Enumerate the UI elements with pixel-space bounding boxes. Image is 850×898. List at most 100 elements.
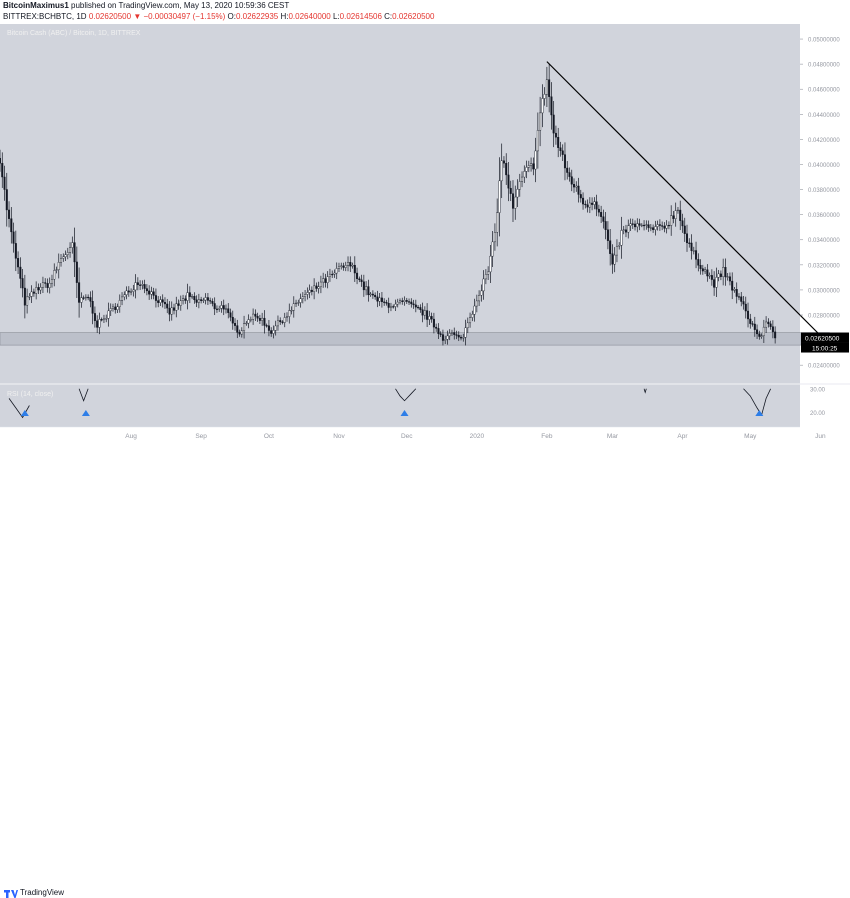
candle-body [602, 216, 605, 222]
countdown-label: 15:00:25 [812, 346, 838, 353]
signal-arrow [755, 410, 764, 416]
candle-body [475, 300, 478, 307]
candle-body [380, 297, 383, 303]
candle-body [502, 160, 505, 164]
candle-body [218, 308, 221, 310]
candle-body [308, 289, 311, 293]
candle-body [166, 303, 169, 309]
candle-body [742, 301, 745, 305]
candle-body [568, 172, 571, 177]
rsi-line [743, 388, 771, 417]
last-price-label: 0.02620500 [805, 336, 840, 343]
candle-body [656, 224, 659, 227]
candle-body [758, 333, 761, 337]
candle-body [243, 323, 246, 331]
candle-body [665, 224, 668, 229]
chart-header: BitcoinMaximus1 published on TradingView… [0, 0, 850, 24]
y-tick-label: 0.03600000 [808, 213, 840, 219]
candle-body [118, 300, 121, 307]
candle-body [152, 291, 155, 296]
publisher-name[interactable]: BitcoinMaximus1 [3, 1, 69, 10]
candle-body [148, 290, 151, 295]
candle-body [484, 274, 487, 280]
candle-body [286, 316, 289, 318]
candle-body [295, 302, 298, 305]
candle-body [116, 306, 119, 310]
candle-body [299, 298, 302, 303]
trendline[interactable] [546, 61, 830, 345]
candle-body [143, 284, 146, 289]
candle-body [399, 300, 402, 303]
candle-body [412, 303, 415, 306]
candle-body [134, 282, 137, 291]
candle-body [771, 326, 774, 333]
candle-body [55, 269, 58, 271]
candle-body [710, 275, 713, 280]
candle-body [175, 303, 178, 311]
candle-body [179, 300, 182, 306]
candle-body [654, 226, 657, 230]
candle-body [638, 223, 641, 226]
candle-body [767, 321, 770, 325]
candlestick-chart[interactable]: 0.05000000 0.04800000 0.04600000 0.04400000… [0, 0, 850, 461]
candle-body [263, 317, 266, 326]
candle-body [195, 299, 198, 303]
candle-body [545, 79, 548, 95]
candle-body [123, 294, 126, 298]
candle-body [577, 185, 580, 195]
candle-body [548, 79, 551, 97]
candle-body [267, 325, 270, 331]
candle-body [188, 292, 191, 297]
high-value: 0.02640000 [288, 12, 331, 21]
candle-body [516, 188, 519, 198]
candle-body [414, 304, 417, 308]
candle-body [23, 287, 26, 306]
low-label: L: [332, 12, 340, 21]
tradingview-brand[interactable]: TradingView [20, 888, 65, 897]
candle-body [543, 94, 546, 99]
candle-body [177, 303, 180, 306]
candle-body [344, 265, 347, 268]
candle-body [715, 277, 718, 288]
candle-body [686, 233, 689, 244]
candle-body [658, 224, 661, 226]
price-axis[interactable] [800, 24, 850, 427]
candle-body [91, 301, 94, 314]
candle-body [48, 282, 51, 288]
candle-body [385, 302, 388, 304]
candle-body [676, 209, 679, 212]
rsi-label: RSI (14, close) [7, 391, 54, 398]
candle-body [130, 291, 133, 293]
y-tick-label: 0.03800000 [808, 188, 840, 194]
candle-body [132, 289, 135, 292]
rsi-line [643, 388, 647, 394]
candle-body [301, 296, 304, 299]
candle-body [514, 196, 517, 209]
candle-body [111, 306, 114, 309]
signal-arrow [400, 410, 409, 416]
candle-body [439, 333, 442, 335]
candle-body [240, 330, 243, 335]
x-tick-label: May [744, 433, 757, 440]
candle-body [661, 225, 664, 227]
candle-body [53, 270, 56, 280]
candle-body [21, 278, 24, 289]
candle-body [747, 310, 750, 320]
candle-body [145, 288, 148, 292]
candle-body [636, 223, 639, 228]
candle-body [487, 271, 490, 275]
candle-body [717, 273, 720, 278]
open-value: 0.02622935 [235, 12, 279, 21]
candle-body [464, 327, 467, 338]
candle-body [423, 310, 426, 316]
candle-body [315, 285, 318, 289]
candle-body [369, 293, 372, 296]
candle-body [507, 174, 510, 189]
candle-body [672, 215, 675, 219]
candle-body [159, 299, 162, 303]
candle-body [444, 339, 447, 341]
candle-body [161, 299, 164, 303]
candle-body [114, 306, 117, 310]
candle-body [89, 297, 92, 302]
tradingview-logo-icon[interactable] [4, 888, 18, 898]
